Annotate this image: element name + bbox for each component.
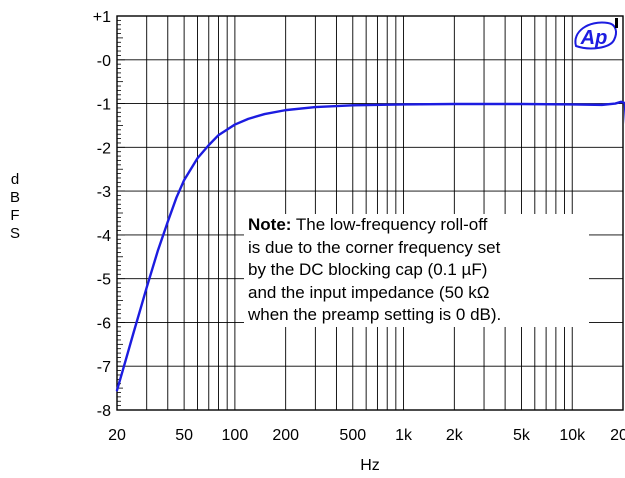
x-tick-label: 2k	[446, 427, 464, 444]
y-tick-label: -3	[97, 184, 111, 201]
y-tick-label: +1	[93, 9, 111, 26]
x-tick-label: 500	[339, 427, 366, 444]
logo-text: Ap	[580, 27, 608, 49]
x-tick-label: 50	[175, 427, 193, 444]
note-line: is due to the corner frequency set	[248, 237, 501, 257]
y-tick-label: -4	[97, 228, 111, 245]
x-tick-label: 5k	[513, 427, 531, 444]
logo-swoosh-icon	[574, 21, 617, 50]
y-axis-label: d B F S	[7, 171, 23, 243]
y-tick-label: -7	[97, 359, 111, 376]
y-axis-label-letter: F	[10, 207, 20, 224]
y-axis-label-letter: d	[10, 171, 20, 188]
logo-corner-mark	[615, 18, 618, 28]
y-tick-label: -6	[97, 315, 111, 332]
note-text: The low-frequency roll-off	[291, 215, 488, 234]
x-tick-label: 200	[272, 427, 299, 444]
y-axis-label-letter: B	[9, 189, 20, 206]
y-tick-label: -2	[97, 140, 111, 157]
x-tick-label: 100	[222, 427, 249, 444]
note-line: Note: The low-frequency roll-off	[248, 214, 587, 237]
note-bold: Note:	[248, 215, 292, 234]
note-line: and the input impedance (50 kΩ	[248, 282, 490, 302]
x-tick-label: 1k	[395, 427, 413, 444]
tick-marks	[117, 15, 125, 411]
series-line	[115, 100, 625, 392]
note-line: when the preamp setting is 0 dB).	[248, 305, 502, 324]
note-line: by the DC blocking cap (0.1 µF)	[248, 260, 488, 279]
y-tick-label: -8	[97, 403, 111, 420]
y-tick-label: -1	[97, 97, 111, 114]
y-axis-label-letter: S	[9, 225, 20, 242]
y-tick-label: -0	[97, 53, 111, 70]
note-annotation: Note: The low-frequency roll-off is due …	[244, 214, 589, 327]
x-axis-label: Hz	[360, 457, 380, 474]
y-tick-labels: +1 -0 -1 -2 -3 -4 -5 -6 -7 -8	[93, 9, 111, 420]
x-tick-label: 20k	[610, 427, 625, 444]
audio-precision-logo: Ap	[574, 18, 618, 50]
series	[115, 100, 625, 392]
grid	[117, 16, 623, 410]
plot-frame	[116, 15, 624, 411]
x-tick-labels: 20 50 100 200 500 1k 2k 5k 10k 20k	[108, 427, 625, 444]
y-tick-label: -5	[97, 272, 111, 289]
x-tick-label: 20	[108, 427, 126, 444]
x-tick-label: 10k	[559, 427, 586, 444]
